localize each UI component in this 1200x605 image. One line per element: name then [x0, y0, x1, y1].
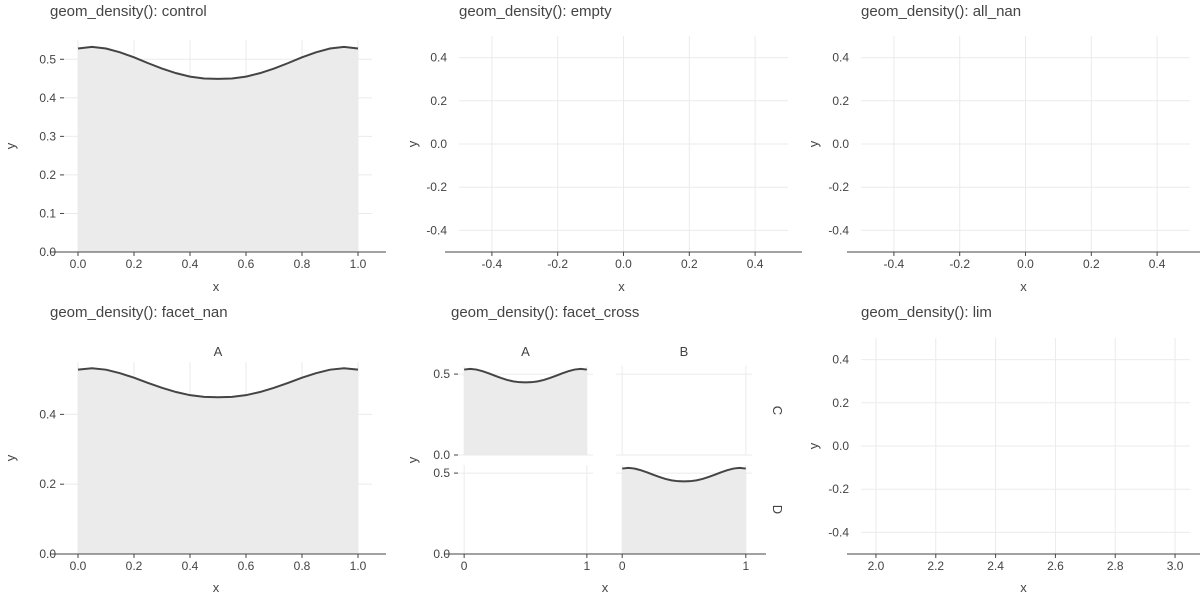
- y-tick-label: 0.2: [430, 94, 447, 108]
- x-tick-label: 2.0: [868, 559, 885, 573]
- x-tick-label: 2.4: [987, 559, 1004, 573]
- x-tick-label: 0.8: [294, 559, 311, 573]
- facet-strip-row: C: [770, 406, 785, 415]
- facet-strip-col: A: [521, 344, 530, 359]
- x-tick-label: 1: [584, 559, 591, 573]
- chart-title: geom_density(): facet_nan: [50, 304, 228, 321]
- chart-title: geom_density(): all_nan: [861, 3, 1021, 20]
- chart-title: geom_density(): empty: [459, 3, 612, 20]
- y-tick-label: 0.5: [39, 52, 56, 66]
- x-tick-label: 2.6: [1047, 559, 1064, 573]
- y-tick-label: 0.0: [832, 439, 849, 453]
- x-axis-label: x: [1020, 279, 1027, 294]
- chart-facet-nan: geom_density(): facet_nan 0.0 0.2 0.4 0.6 0.8…: [3, 304, 386, 595]
- x-tick-label: 0.0: [615, 257, 632, 271]
- x-tick-label: 0: [461, 559, 468, 573]
- x-axis-label: x: [213, 580, 220, 595]
- density-area: [622, 467, 746, 554]
- x-tick-label: 0.4: [182, 257, 199, 271]
- y-tick-label: -0.4: [828, 525, 849, 539]
- y-axis-label: y: [405, 456, 420, 463]
- x-tick-label: 1: [742, 559, 749, 573]
- y-tick-label: 0.0: [433, 448, 450, 462]
- density-line: [77, 45, 359, 80]
- x-axis-label: x: [1020, 580, 1027, 595]
- x-axis-label: x: [618, 279, 625, 294]
- x-tick-label: 0.2: [1083, 257, 1100, 271]
- x-tick-label: 2.2: [927, 559, 944, 573]
- y-tick-label: 0.0: [433, 547, 450, 561]
- y-tick-label: 0.4: [832, 51, 849, 65]
- x-tick-label: -0.4: [482, 257, 503, 271]
- y-tick-label: 0.4: [39, 91, 56, 105]
- y-axis-label: y: [3, 142, 18, 149]
- x-tick-label: 0.2: [126, 257, 143, 271]
- facet-strip-row: D: [770, 505, 785, 514]
- density-area: [464, 368, 587, 455]
- density-line: [622, 466, 746, 483]
- chart-title: geom_density(): facet_cross: [451, 304, 639, 321]
- y-axis-label: y: [806, 140, 821, 147]
- chart-facet-cross: geom_density(): facet_cross 0.0 0.5 0 1 0.0 0.…: [405, 304, 785, 595]
- y-tick-label: 0.5: [433, 367, 450, 381]
- y-tick-label: 0.0: [39, 245, 56, 259]
- facet-strip-col: B: [680, 344, 689, 359]
- density-area: [78, 368, 358, 554]
- x-tick-label: 0.8: [294, 257, 311, 271]
- y-tick-label: -0.4: [426, 223, 447, 237]
- x-tick-label: 0.4: [747, 257, 764, 271]
- y-tick-label: 0.2: [39, 477, 56, 491]
- y-tick-label: 0.0: [832, 137, 849, 151]
- y-axis-label: y: [3, 454, 18, 461]
- density-area: [78, 46, 358, 252]
- x-tick-label: 0.2: [681, 257, 698, 271]
- y-tick-label: 0.5: [433, 466, 450, 480]
- x-tick-label: -0.2: [547, 257, 568, 271]
- x-tick-label: 1.0: [350, 559, 367, 573]
- y-tick-label: 0.4: [430, 51, 447, 65]
- y-tick-label: 0.2: [39, 168, 56, 182]
- y-tick-label: -0.2: [828, 180, 849, 194]
- y-tick-label: -0.4: [828, 223, 849, 237]
- y-tick-label: 0.0: [39, 547, 56, 561]
- facet-strip: A: [214, 344, 223, 359]
- chart-empty: geom_density(): empty -0.4 -0.2 0.0 0.2 0.4 -0…: [405, 3, 802, 294]
- x-tick-label: 2.8: [1107, 559, 1124, 573]
- x-tick-label: -0.4: [884, 257, 905, 271]
- y-tick-label: 0.0: [430, 137, 447, 151]
- y-tick-label: 0.3: [39, 129, 56, 143]
- x-tick-label: -0.2: [949, 257, 970, 271]
- x-tick-label: 0.6: [238, 559, 255, 573]
- y-tick-label: -0.2: [426, 180, 447, 194]
- y-tick-label: 0.1: [39, 206, 56, 220]
- y-tick-label: -0.2: [828, 482, 849, 496]
- y-tick-label: 0.2: [832, 94, 849, 108]
- x-tick-label: 0.0: [70, 559, 87, 573]
- x-tick-label: 0.0: [70, 257, 87, 271]
- chart-all-nan: geom_density(): all_nan -0.4 -0.2 0.0 0.2 0.4…: [806, 3, 1200, 294]
- x-tick-label: 0.4: [182, 559, 199, 573]
- density-line: [77, 367, 359, 399]
- y-tick-label: 0.2: [832, 396, 849, 410]
- chart-title: geom_density(): control: [50, 3, 207, 20]
- x-tick-label: 0: [619, 559, 626, 573]
- x-tick-label: 0.4: [1149, 257, 1166, 271]
- density-line: [464, 367, 587, 384]
- x-tick-label: 3.0: [1167, 559, 1184, 573]
- y-tick-label: 0.4: [39, 407, 56, 421]
- x-tick-label: 0.0: [1017, 257, 1034, 271]
- x-axis-label: x: [213, 279, 220, 294]
- chart-lim: geom_density(): lim 2.0 2.2 2.4 2.6 2.8 3.0 -0.…: [806, 304, 1200, 595]
- x-tick-label: 0.6: [238, 257, 255, 271]
- chart-title: geom_density(): lim: [861, 304, 992, 321]
- x-tick-label: 1.0: [350, 257, 367, 271]
- y-axis-label: y: [405, 140, 420, 147]
- y-axis-label: y: [806, 442, 821, 449]
- y-tick-label: 0.4: [832, 353, 849, 367]
- x-tick-label: 0.2: [126, 559, 143, 573]
- x-axis-label: x: [602, 580, 609, 595]
- chart-control: geom_density(): control 0.0 0.2 0.4 0.6 0.8 1.…: [3, 3, 386, 294]
